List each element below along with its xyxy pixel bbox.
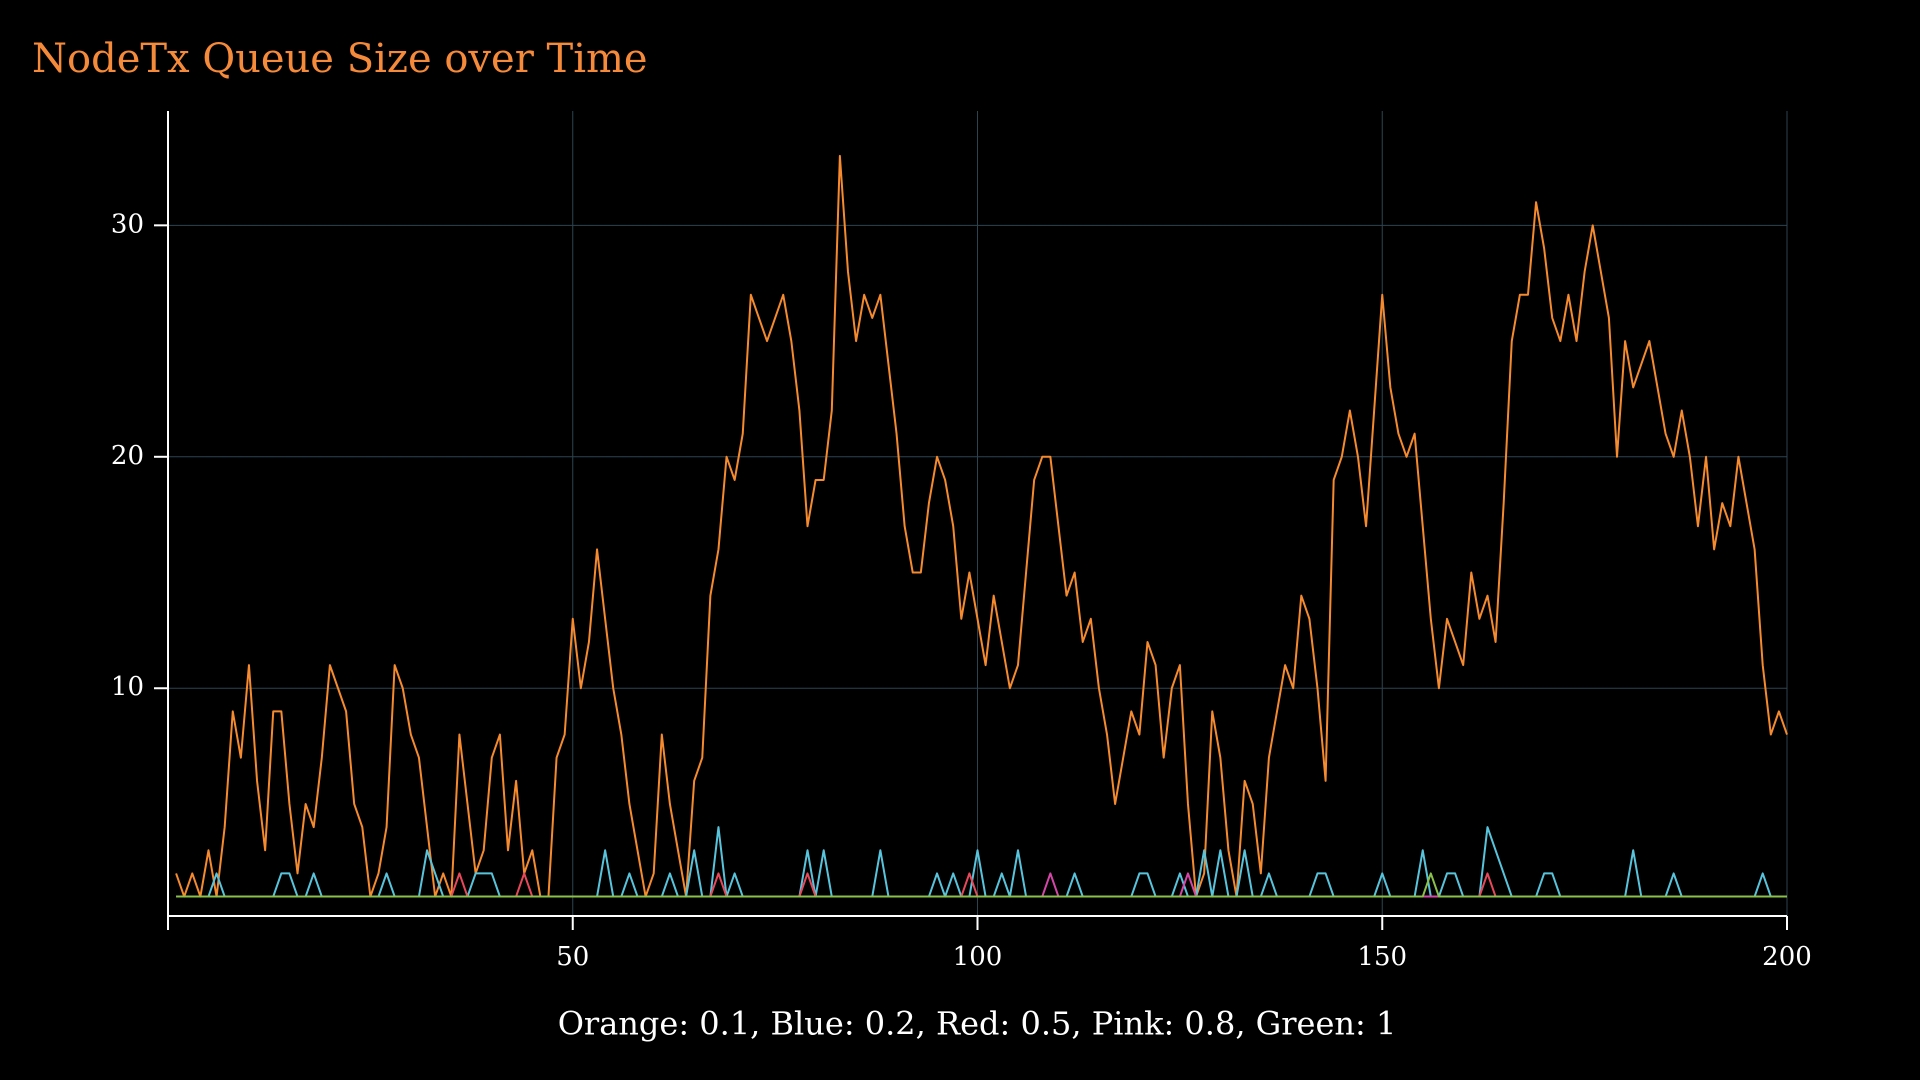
x-tick-label: 100 xyxy=(953,942,1003,972)
x-tick-label: 200 xyxy=(1762,942,1812,972)
y-tick-label: 30 xyxy=(111,209,144,239)
x-tick-label: 150 xyxy=(1357,942,1407,972)
x-axis-label: Orange: 0.1, Blue: 0.2, Red: 0.5, Pink: … xyxy=(558,1005,1397,1043)
chart-title: NodeTx Queue Size over Time xyxy=(32,36,648,82)
y-tick-label: 10 xyxy=(111,672,144,702)
x-tick-label: 50 xyxy=(556,942,589,972)
series-line xyxy=(175,154,1788,898)
y-tick-label: 20 xyxy=(111,441,144,471)
series-line xyxy=(176,872,1787,898)
